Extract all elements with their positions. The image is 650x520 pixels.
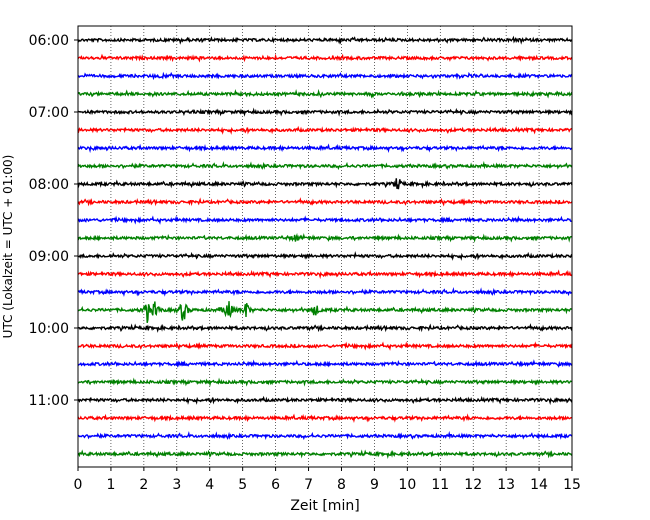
trace-1015	[77, 341, 573, 351]
trace-0700	[77, 107, 573, 117]
trace-0845	[77, 232, 573, 243]
trace-1130	[77, 430, 573, 441]
y-tick-label: 10:00	[29, 321, 69, 337]
x-tick-label: 13	[497, 477, 515, 493]
x-axis-ticks: 0 1 2 3 4 5 6 7 8 9 10 11 12 13 14 15	[74, 467, 581, 493]
y-tick-label: 09:00	[29, 249, 69, 265]
x-tick-label: 7	[304, 477, 313, 493]
trace-1100	[77, 395, 573, 406]
trace-0600	[77, 35, 573, 45]
y-tick-label: 08:00	[29, 177, 69, 193]
trace-0830	[77, 215, 572, 225]
y-axis-label: UTC (Lokalzeit = UTC + 01:00)	[1, 155, 15, 339]
trace-0915	[77, 269, 573, 280]
x-axis-label: Zeit [min]	[290, 498, 359, 514]
x-tick-label: 6	[271, 477, 280, 493]
x-tick-label: 14	[530, 477, 548, 493]
x-tick-label: 8	[337, 477, 346, 493]
seismogram-traces	[77, 35, 573, 459]
x-tick-label: 4	[205, 477, 214, 493]
x-tick-label: 11	[431, 477, 449, 493]
trace-0630	[77, 71, 573, 81]
x-tick-label: 1	[106, 477, 115, 493]
trace-0815	[77, 197, 573, 207]
trace-1000	[77, 323, 573, 333]
trace-0800	[77, 178, 573, 190]
trace-1030	[77, 359, 573, 368]
x-tick-label: 0	[74, 477, 83, 493]
y-axis-ticks: 06:00 07:00 08:00 09:00 10:00 11:00	[29, 33, 78, 409]
trace-0945	[78, 301, 573, 324]
y-tick-label: 11:00	[29, 393, 69, 409]
trace-1045	[77, 377, 573, 387]
trace-1115	[77, 413, 573, 423]
x-tick-label: 15	[563, 477, 581, 493]
plot-frame	[77, 25, 573, 468]
trace-0715	[77, 125, 573, 135]
x-tick-label: 2	[139, 477, 148, 493]
trace-0730	[77, 143, 573, 154]
y-tick-label: 06:00	[29, 33, 69, 49]
y-tick-label: 07:00	[29, 105, 69, 121]
x-tick-label: 3	[172, 477, 181, 493]
x-tick-label: 9	[370, 477, 379, 493]
trace-0615	[77, 53, 573, 63]
x-tick-label: 10	[398, 477, 416, 493]
trace-0645	[77, 88, 573, 99]
x-tick-label: 5	[238, 477, 247, 493]
trace-1145	[77, 449, 573, 459]
trace-0900	[77, 250, 573, 261]
x-tick-label: 12	[464, 477, 482, 493]
trace-0930	[77, 287, 573, 297]
trace-0745	[77, 160, 573, 171]
